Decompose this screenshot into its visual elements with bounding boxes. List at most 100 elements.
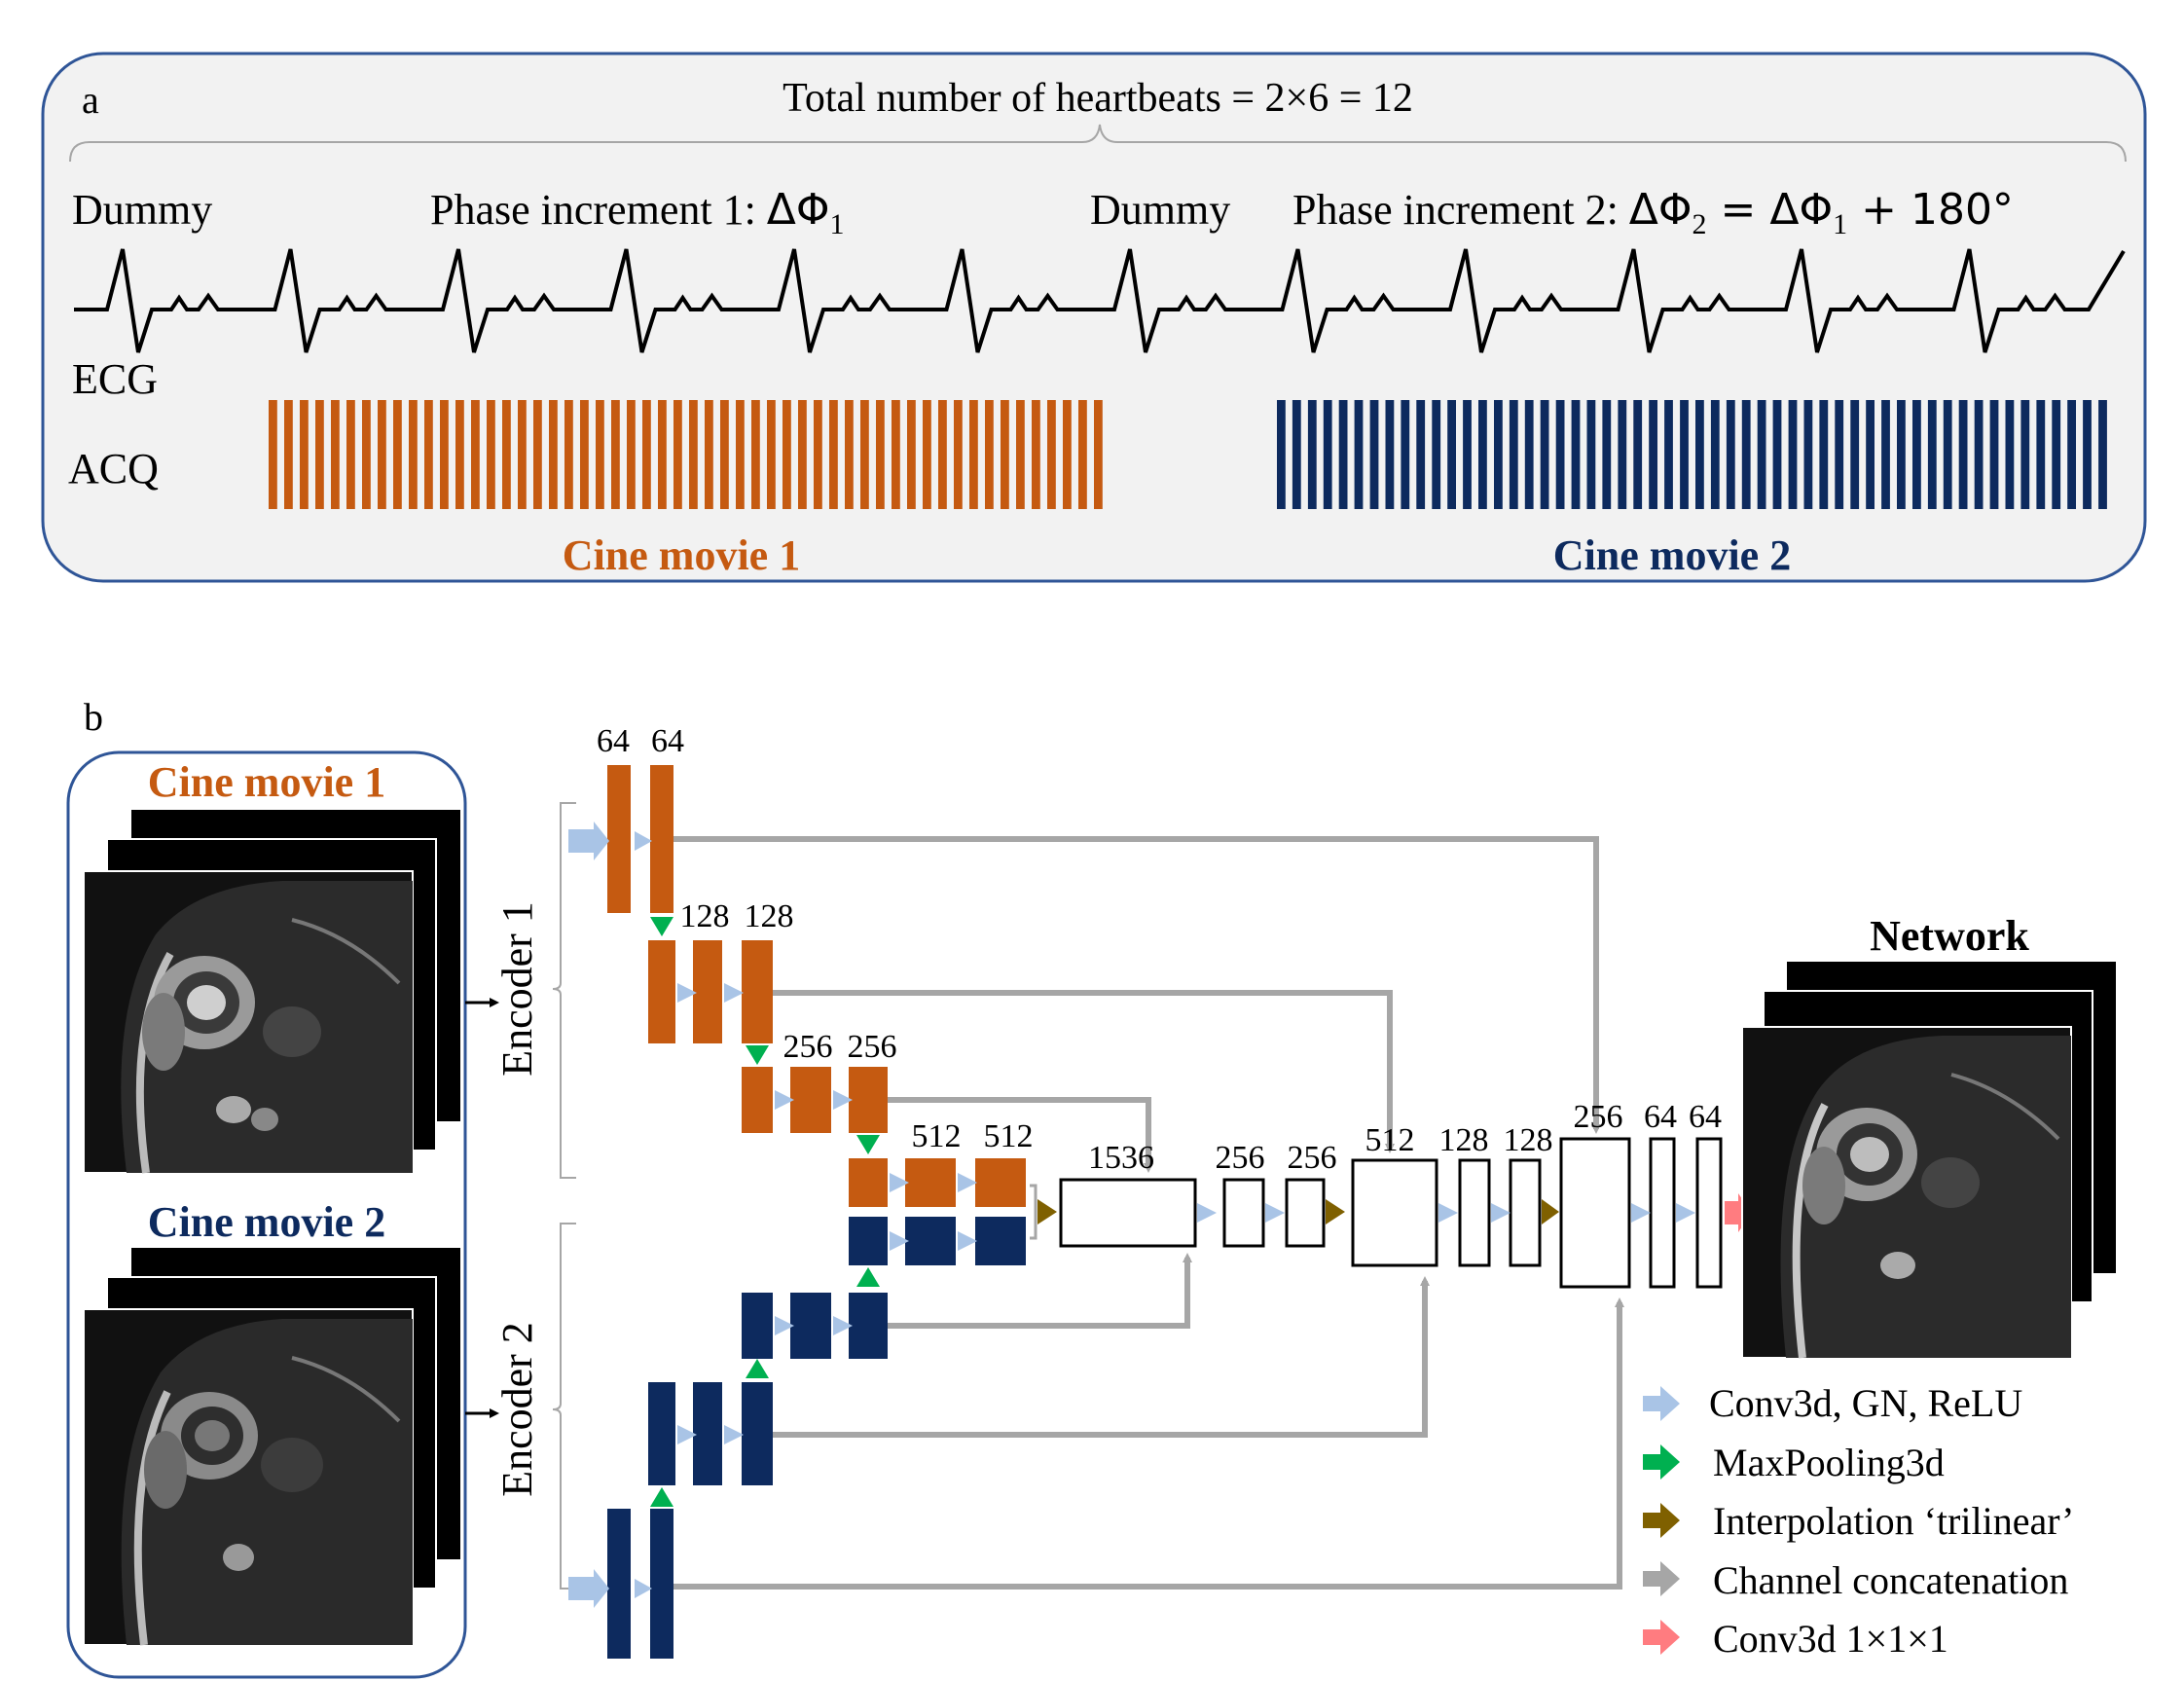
skip-e2-64 [672,1297,1624,1590]
acq-bars-cine-2 [1277,400,2107,509]
ch-e1-128a: 128 [680,898,730,934]
e1-block-256c [849,1067,888,1133]
acq-bar-cine-1 [627,400,636,509]
acq-bar-cine-2 [1354,400,1364,509]
acq-bar-cine-1 [783,400,791,509]
acq-bar-cine-1 [580,400,589,509]
acq-bar-cine-2 [1478,400,1487,509]
acq-bar-cine-1 [455,400,464,509]
input-cine-movie-2-label: Cine movie 2 [148,1198,385,1246]
acq-bar-cine-2 [1618,400,1627,509]
decoder-blocks [1059,1137,1723,1289]
acq-bar-cine-2 [2020,400,2030,509]
acq-bar-cine-2 [1416,400,1426,509]
e2-block-128c [742,1382,773,1485]
acq-bar-cine-1 [689,400,698,509]
legend-item-concat: Channel concatenation [1643,1558,2068,1602]
e2-block-512b [905,1217,956,1265]
conv-arrows [568,822,1695,1608]
e1-block-512b [905,1158,956,1207]
skip-e1-256 [888,1097,1153,1173]
ch-e1-256b: 256 [848,1029,897,1065]
acq-bar-cine-2 [1307,400,1317,509]
acq-bar-cine-2 [1649,400,1657,509]
d-block-1536 [1059,1178,1197,1248]
acq-bar-cine-1 [673,400,682,509]
interp-arrows [1037,1199,1559,1224]
legend-label-conv: Conv3d, GN, ReLU [1709,1381,2022,1425]
e2-block-256a [742,1293,773,1359]
acq-bar-cine-2 [1602,400,1612,509]
legend-label-final-conv: Conv3d 1×1×1 [1713,1617,1948,1661]
arrow-right-icon [1643,1620,1680,1655]
ch-d-256a: 256 [1216,1140,1265,1176]
e2-block-128b [693,1382,722,1485]
acq-bar-cine-1 [533,400,542,509]
acq-bar-cine-1 [814,400,822,509]
acq-bar-cine-1 [300,400,309,509]
e1-block-128c [742,940,773,1043]
skip-e1-128 [773,990,1395,1153]
acq-bar-cine-1 [767,400,776,509]
acq-bar-cine-2 [2036,400,2046,509]
ch-e1-64b: 64 [651,723,684,759]
bottleneck-merge-bracket [1030,1184,1037,1240]
e1-block-256b [790,1067,831,1133]
cine-movie-2-image-stack [83,1248,460,1646]
ch-d-256c: 256 [1574,1099,1623,1135]
encoder-2-blocks [607,1217,1026,1659]
acq-bar-cine-2 [1772,400,1782,509]
acq-bar-cine-2 [1369,400,1379,509]
acq-bar-cine-2 [2083,400,2092,509]
ecg-trace [74,248,2126,353]
acq-bar-cine-2 [1524,400,1534,509]
acq-bar-cine-2 [1927,400,1937,509]
cine-movie-1-image-stack [83,810,460,1174]
acq-bar-cine-1 [1001,400,1009,509]
e1-block-512c [975,1158,1026,1207]
acq-bar-cine-1 [1032,400,1040,509]
acq-bar-cine-1 [892,400,900,509]
acq-bar-cine-1 [642,400,651,509]
acq-bar-cine-2 [1897,400,1906,509]
skip-e2-256 [888,1253,1192,1329]
ch-e1-512a: 512 [912,1118,962,1154]
acq-bar-cine-2 [1803,400,1813,509]
e1-block-64b [650,765,673,913]
skip-e1-64 [672,836,1601,1134]
acq-bar-cine-1 [720,400,729,509]
acq-bar-cine-1 [331,400,340,509]
arrow-right-icon [1643,1561,1680,1596]
acq-bar-cine-2 [1494,400,1503,509]
acq-bar-cine-1 [269,400,277,509]
acq-bar-cine-2 [1757,400,1766,509]
acq-bar-cine-1 [346,400,355,509]
acq-bar-cine-1 [315,400,324,509]
acq-bar-cine-1 [954,400,963,509]
e1-block-128b [693,940,722,1043]
acq-bar-cine-2 [1323,400,1332,509]
acq-bar-cine-2 [1866,400,1875,509]
acq-bar-cine-1 [1094,400,1103,509]
maxpool-arrows [650,917,880,1507]
acq-bar-cine-2 [2005,400,2015,509]
skip-connections [672,836,1624,1590]
acq-bar-cine-2 [1463,400,1472,509]
e2-block-512a [849,1217,888,1265]
acq-bar-cine-2 [1385,400,1395,509]
phase-increment-1-label: Phase increment 1: ΔΦ1 [430,185,845,240]
dummy-label-2: Dummy [1090,186,1230,234]
acq-bar-cine-2 [1989,400,1999,509]
acq-bar-cine-1 [923,400,931,509]
acq-bar-cine-1 [985,400,994,509]
acq-bar-cine-1 [1078,400,1087,509]
acq-bar-cine-1 [969,400,978,509]
acq-bar-cine-2 [2067,400,2076,509]
acq-bar-cine-1 [611,400,620,509]
acq-bar-cine-1 [860,400,869,509]
network-label: Network [1870,912,2029,960]
acq-bar-cine-1 [502,400,511,509]
ch-d-128b: 128 [1504,1122,1553,1158]
d-block-512 [1351,1158,1438,1267]
acq-bar-cine-1 [751,400,760,509]
